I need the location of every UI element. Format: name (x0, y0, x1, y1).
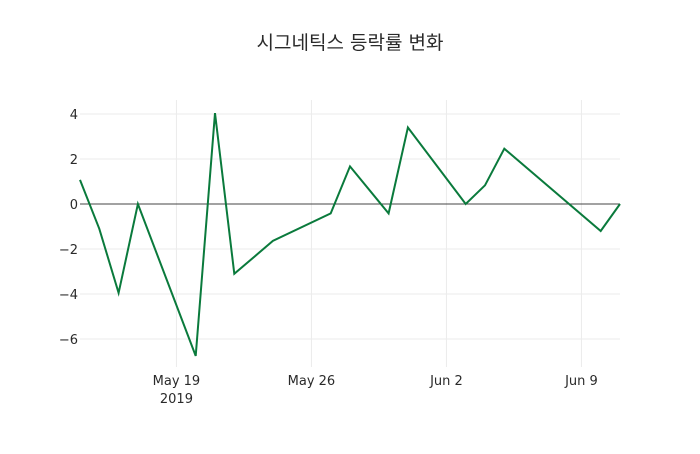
x-tick-label: Jun 2 (429, 374, 463, 389)
y-tick-label: 0 (70, 198, 78, 213)
y-tick-label: −6 (59, 333, 78, 348)
series-line (79, 112, 621, 357)
chart-title: 시그네틱스 등락률 변화 (257, 32, 444, 54)
data-series (79, 112, 621, 357)
y-tick-label: 4 (70, 108, 78, 123)
x-tick-sublabel: 2019 (160, 392, 193, 407)
x-tick-label: May 19 (153, 374, 201, 389)
y-tick-label: −2 (59, 243, 78, 258)
gridlines (80, 100, 620, 367)
y-axis: 4 2 0 −2 −4 −6 (59, 108, 78, 348)
y-tick-label: −4 (59, 288, 78, 303)
x-tick-label: May 26 (288, 374, 336, 389)
x-axis: May 19 2019 May 26 Jun 2 Jun 9 (153, 374, 598, 407)
y-tick-label: 2 (70, 153, 78, 168)
x-tick-label: Jun 9 (564, 374, 598, 389)
